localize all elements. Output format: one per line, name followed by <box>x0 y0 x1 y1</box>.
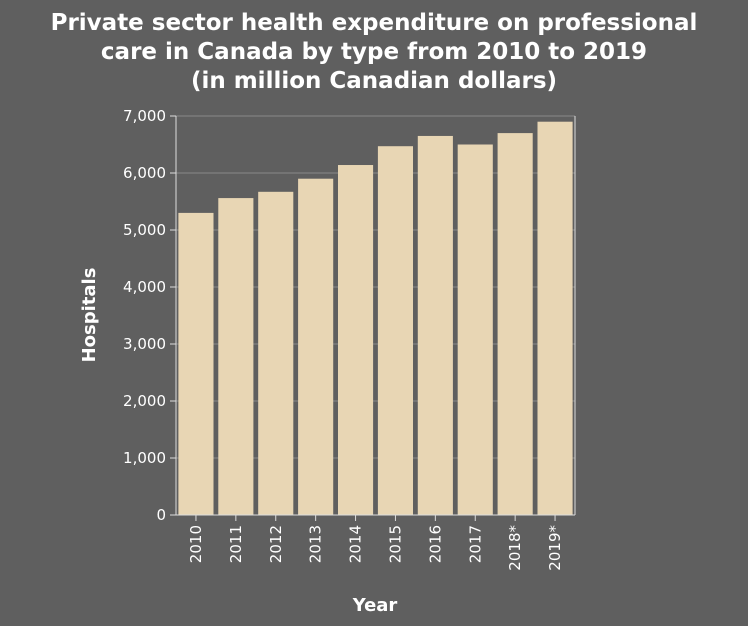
x-tick-label: 2013 <box>307 525 325 563</box>
y-tick-label: 7,000 <box>123 107 166 125</box>
chart-title-line-3: (in million Canadian dollars) <box>191 68 557 94</box>
bar-2013 <box>298 178 334 515</box>
chart-title: Private sector health expenditure on pro… <box>51 10 698 94</box>
x-tick-label: 2012 <box>267 525 285 563</box>
bar-2012 <box>258 191 294 515</box>
axes: 0 1,000 2,000 3,000 4,000 5,000 6,000 7,000 2010… <box>123 107 576 571</box>
x-tick-label: 2010 <box>187 525 205 563</box>
y-axis-title: Hospitals <box>79 268 100 363</box>
y-tick-label: 2,000 <box>123 392 166 410</box>
bars <box>178 121 573 515</box>
y-tick-label: 0 <box>156 506 166 524</box>
y-tick-label: 6,000 <box>123 164 166 182</box>
x-axis-title: Year <box>352 595 398 616</box>
x-tick-label: 2019* <box>546 525 564 571</box>
bar-2015 <box>377 146 414 515</box>
bar-2011 <box>218 198 254 515</box>
x-tick-label: 2016 <box>426 525 444 563</box>
chart-title-line-2: care in Canada by type from 2010 to 2019 <box>101 39 647 65</box>
bar-2018* <box>497 133 533 515</box>
bar-2017 <box>457 144 493 515</box>
y-tick-label: 4,000 <box>123 278 166 296</box>
x-tick-label: 2017 <box>466 525 484 563</box>
bar-2019* <box>537 121 573 515</box>
x-tick-label: 2015 <box>386 525 404 563</box>
chart-title-line-1: Private sector health expenditure on pro… <box>51 10 698 36</box>
bar-2016 <box>417 135 453 515</box>
bar-2014 <box>337 165 374 515</box>
y-tick-label: 3,000 <box>123 335 166 353</box>
bar-2010 <box>178 212 214 515</box>
y-tick-label: 5,000 <box>123 221 166 239</box>
y-tick-label: 1,000 <box>123 449 166 467</box>
x-tick-label: 2014 <box>347 525 365 563</box>
x-tick-label: 2011 <box>227 525 245 563</box>
x-tick-label: 2018* <box>506 525 524 571</box>
